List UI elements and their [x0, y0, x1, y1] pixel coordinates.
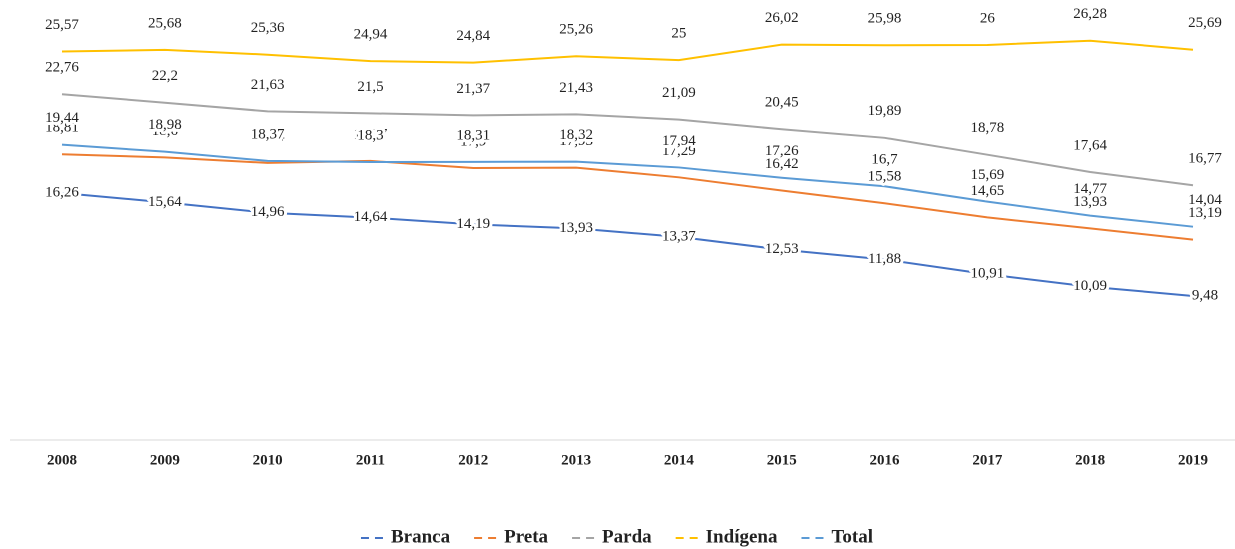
- data-label: 17,9: [460, 133, 486, 149]
- data-label: 26,28: [1073, 6, 1107, 22]
- series-line: [61, 153, 1194, 241]
- data-label: 24,94: [354, 27, 388, 43]
- data-label: 14,65: [970, 183, 1004, 199]
- x-tick-label: 2011: [356, 452, 385, 468]
- x-tick-label: 2017: [972, 452, 1003, 468]
- data-label: 25,26: [559, 22, 593, 38]
- data-label: 17,93: [559, 133, 593, 149]
- data-label: 18,3: [357, 127, 383, 143]
- data-label: 12,53: [765, 241, 799, 257]
- legend: Branca Preta Parda Indígena Total: [360, 526, 873, 547]
- data-label: 18,32: [559, 127, 593, 143]
- data-label: 14,77: [1073, 181, 1107, 197]
- data-label: 18,98: [148, 117, 182, 133]
- x-tick-label: 2016: [870, 452, 901, 468]
- data-label: 15,69: [970, 167, 1004, 183]
- data-label: 16,26: [45, 184, 79, 200]
- data-label: 17,94: [662, 133, 696, 149]
- data-label: 20,45: [765, 95, 799, 111]
- data-label: 21,09: [662, 85, 696, 101]
- data-label: 11,88: [868, 251, 901, 267]
- data-label: 16,77: [1188, 151, 1222, 167]
- data-label: 13,93: [559, 220, 593, 236]
- data-label: 18,37: [354, 126, 388, 142]
- legend-label: Total: [831, 526, 873, 547]
- data-label: 17,29: [662, 143, 696, 159]
- x-tick-label: 2014: [664, 452, 695, 468]
- data-label: 13,19: [1188, 205, 1222, 221]
- data-label: 15,64: [148, 194, 182, 210]
- data-label: 25,36: [251, 20, 285, 36]
- x-tick-label: 2019: [1178, 452, 1208, 468]
- data-label: 10,91: [970, 266, 1004, 282]
- data-label: 26,02: [765, 10, 799, 26]
- x-tick-label: 2013: [561, 452, 591, 468]
- data-label: 14,04: [1188, 192, 1222, 208]
- x-tick-label: 2010: [253, 452, 283, 468]
- data-label: 18,37: [251, 126, 285, 142]
- data-label: 25,98: [868, 11, 902, 27]
- series-line: [61, 39, 1194, 64]
- series-line: [61, 93, 1194, 187]
- series-line: [61, 191, 1194, 297]
- data-label: 21,5: [357, 79, 383, 95]
- data-label: 24,84: [456, 28, 490, 44]
- x-tick-label: 2012: [458, 452, 488, 468]
- data-label: 25,57: [45, 17, 79, 33]
- data-label: 25,69: [1188, 15, 1222, 31]
- data-label: 14,96: [251, 204, 285, 220]
- legend-label: Parda: [602, 526, 652, 547]
- data-label: 18,6: [152, 123, 179, 139]
- data-label: 13,37: [662, 228, 696, 244]
- legend-label: Branca: [391, 526, 451, 547]
- data-label: 17,26: [765, 143, 799, 159]
- data-label: 14,19: [456, 216, 490, 232]
- series-line: [61, 143, 1194, 228]
- x-tick-label: 2009: [150, 452, 180, 468]
- data-label: 21,43: [559, 80, 593, 96]
- data-label: 19,44: [45, 110, 79, 126]
- legend-label: Indígena: [706, 526, 778, 547]
- data-label: 9,48: [1192, 287, 1218, 303]
- x-tick-label: 2015: [767, 452, 797, 468]
- x-tick-label: 2018: [1075, 452, 1105, 468]
- data-label: 10,09: [1073, 278, 1107, 294]
- data-label: 18,31: [456, 127, 490, 143]
- data-label: 22,2: [152, 68, 178, 84]
- x-tick-label: 2008: [47, 452, 77, 468]
- data-label: 16,7: [871, 152, 898, 168]
- data-label: 18,24: [251, 128, 285, 144]
- legend-label: Preta: [504, 526, 548, 547]
- data-label: 25,68: [148, 15, 182, 31]
- data-label: 19,89: [868, 103, 902, 119]
- data-label: 22,76: [45, 60, 79, 76]
- data-label: 16,42: [765, 156, 799, 172]
- data-label: 17,64: [1073, 137, 1107, 153]
- data-label: 14,64: [354, 209, 388, 225]
- data-label: 18,81: [45, 120, 79, 136]
- data-label: 21,63: [251, 77, 285, 93]
- data-label: 25: [671, 26, 686, 42]
- data-label: 15,58: [868, 169, 902, 185]
- data-label: 18,78: [970, 120, 1004, 136]
- data-label: 13,93: [1073, 194, 1107, 210]
- data-label: 26: [980, 10, 996, 26]
- data-label: 21,37: [456, 81, 490, 97]
